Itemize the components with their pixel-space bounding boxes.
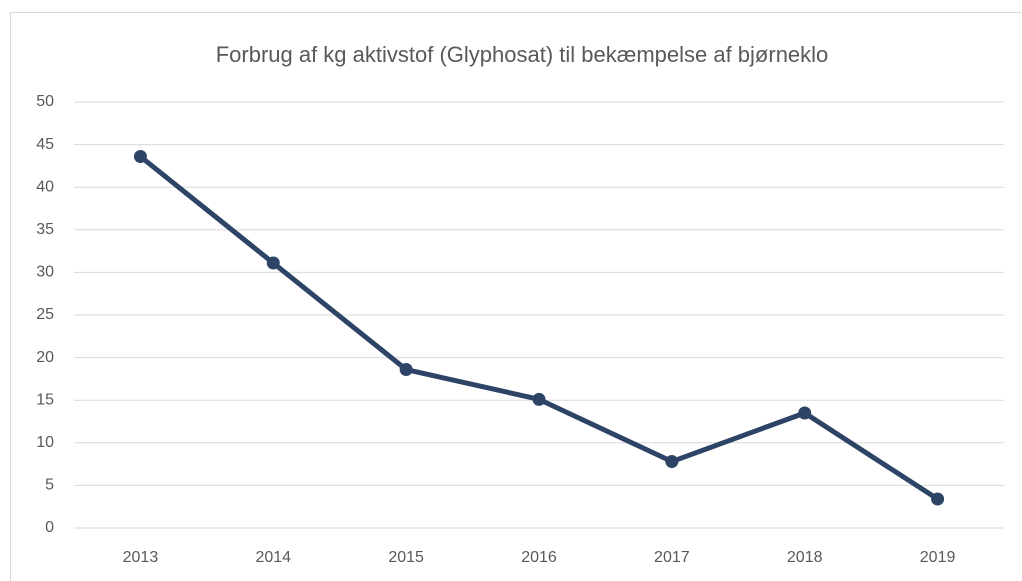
y-tick-label: 25 [36,306,54,323]
data-point [931,492,945,506]
x-tick-label: 2014 [255,549,291,566]
data-point [665,455,679,469]
x-tick-label: 2015 [388,549,424,566]
chart-title: Forbrug af kg aktivstof (Glyphosat) til … [216,42,829,67]
data-point [399,363,413,377]
x-tick-label: 2013 [123,549,159,566]
y-tick-label: 15 [36,391,54,408]
y-tick-label: 20 [36,349,54,366]
y-tick-label: 5 [45,477,54,494]
data-point [798,406,812,420]
x-tick-label: 2016 [521,549,557,566]
data-point [266,256,280,270]
y-tick-label: 50 [36,93,54,110]
y-tick-label: 0 [45,519,54,536]
y-tick-label: 45 [36,136,54,153]
chart-border [10,12,1022,581]
data-point [532,392,546,406]
data-point [133,150,147,164]
x-tick-label: 2017 [654,549,690,566]
y-tick-label: 30 [36,264,54,281]
y-tick-label: 10 [36,434,54,451]
y-tick-label: 35 [36,221,54,238]
y-tick-label: 40 [36,178,54,195]
x-tick-label: 2018 [787,549,823,566]
x-tick-label: 2019 [920,549,956,566]
